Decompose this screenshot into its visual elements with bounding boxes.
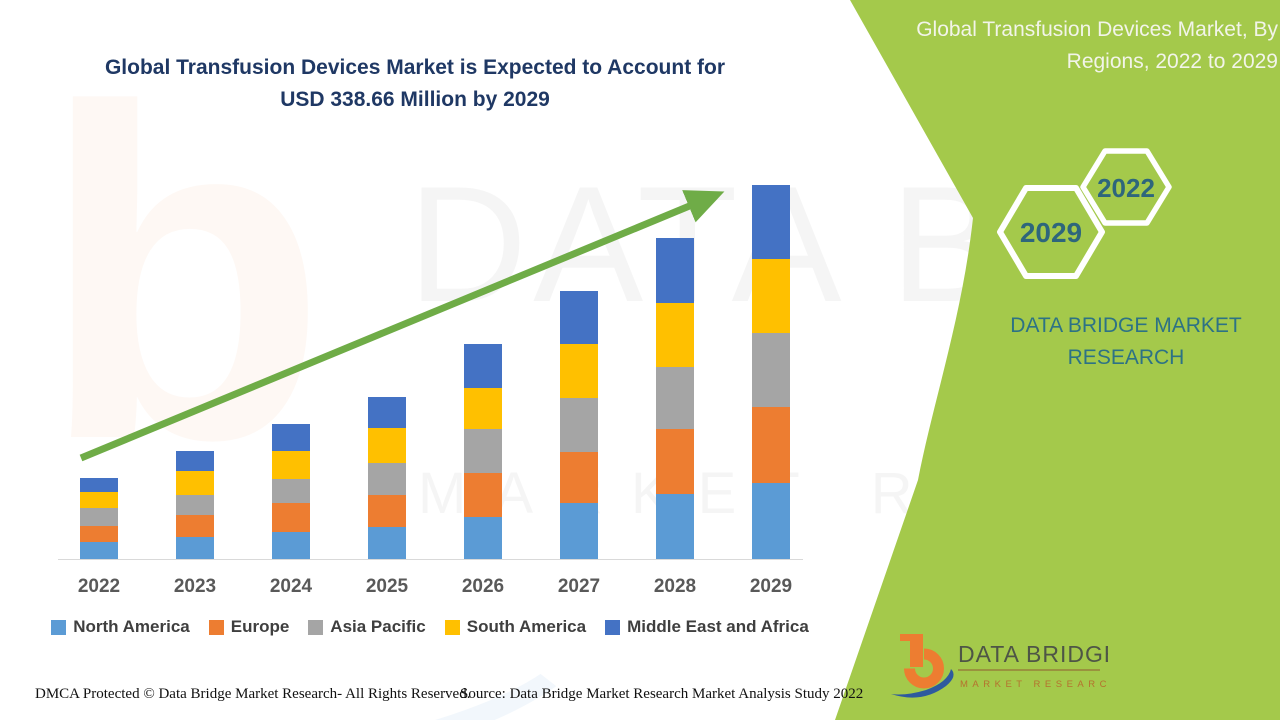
bar-2025-south-america	[368, 428, 406, 463]
bar-2028-south-america	[656, 303, 694, 367]
chart-title-line1: Global Transfusion Devices Market is Exp…	[104, 56, 726, 79]
chart-title-line2: USD 338.66 Million by 2029	[280, 88, 550, 111]
hexagon-year-2022: 2022	[1097, 173, 1155, 203]
legend-swatch-asia-pacific	[308, 619, 324, 635]
legend-label-asia-pacific: Asia Pacific	[330, 617, 426, 636]
x-axis-label-2022: 2022	[77, 576, 121, 597]
bar-2024-asia-pacific	[272, 479, 310, 503]
chart-title: Global Transfusion Devices Market is Exp…	[40, 52, 790, 116]
bar-2028-middle-east-and-africa	[656, 238, 694, 303]
bar-2027	[560, 291, 598, 559]
bar-2026-asia-pacific	[464, 429, 502, 473]
x-axis-label-2028: 2028	[653, 576, 697, 597]
bar-2026-north-america	[464, 517, 502, 559]
logo-b-bowl	[904, 648, 944, 689]
bar-2029-asia-pacific	[752, 333, 790, 407]
x-axis-label-2026: 2026	[461, 576, 505, 597]
legend-item-asia-pacific: Asia Pacific	[308, 617, 426, 637]
bar-2027-north-america	[560, 503, 598, 559]
x-axis-line	[58, 559, 803, 560]
bar-2029-middle-east-and-africa	[752, 185, 790, 259]
bar-2024	[272, 424, 310, 559]
bar-2026	[464, 344, 502, 559]
legend-item-europe: Europe	[208, 617, 290, 637]
logo-blue-swoosh	[891, 669, 954, 698]
x-axis-label-2027: 2027	[557, 576, 601, 597]
bar-2023-north-america	[176, 537, 214, 559]
bar-2024-north-america	[272, 532, 310, 559]
x-axis-label-2025: 2025	[365, 576, 409, 597]
bar-2026-europe	[464, 473, 502, 517]
legend-swatch-south-america	[444, 619, 460, 635]
bar-2027-europe	[560, 452, 598, 503]
hexagon-2029-outline	[997, 185, 1105, 279]
legend: North America Europe Asia Pacific South Ame…	[40, 617, 820, 637]
legend-label-north-america: North America	[73, 617, 190, 636]
bar-2028-asia-pacific	[656, 367, 694, 429]
bar-2022-europe	[80, 526, 118, 542]
bar-2025-europe	[368, 495, 406, 527]
legend-label-south-america: South America	[466, 617, 587, 636]
bar-2025-asia-pacific	[368, 463, 406, 495]
bar-2022	[80, 478, 118, 559]
bar-2025	[368, 397, 406, 559]
bar-2025-middle-east-and-africa	[368, 397, 406, 428]
legend-item-middle-east-and-africa: Middle East and Africa	[605, 617, 809, 637]
bar-2025-north-america	[368, 527, 406, 559]
bar-2027-south-america	[560, 344, 598, 398]
bar-2022-middle-east-and-africa	[80, 478, 118, 492]
bar-2024-middle-east-and-africa	[272, 424, 310, 451]
bar-2027-asia-pacific	[560, 398, 598, 452]
bar-2024-south-america	[272, 451, 310, 479]
bar-2022-south-america	[80, 492, 118, 508]
bar-2026-south-america	[464, 388, 502, 429]
bar-2029	[752, 185, 790, 559]
plot-area: 2022 2023 2024 2025 2026 2027 2028 2029	[58, 175, 806, 597]
legend-item-south-america: South America	[444, 617, 587, 637]
bar-2023-middle-east-and-africa	[176, 451, 214, 471]
bar-2023-asia-pacific	[176, 495, 214, 515]
footer-dmca: DMCA Protected © Data Bridge Market Rese…	[35, 686, 471, 702]
bar-2024-europe	[272, 503, 310, 532]
logo-name-text: DATA BRIDGE	[958, 641, 1108, 667]
x-axis-label-2024: 2024	[269, 576, 313, 597]
bar-2029-south-america	[752, 259, 790, 333]
bar-2029-north-america	[752, 483, 790, 559]
bar-2022-north-america	[80, 542, 118, 559]
x-axis-label-2029: 2029	[749, 576, 793, 597]
x-axis-label-2023: 2023	[173, 576, 217, 597]
logo-tagline-text: MARKET RESEARCH	[960, 679, 1108, 690]
bar-2022-asia-pacific	[80, 508, 118, 526]
bar-2023	[176, 451, 214, 559]
logo-b-notch	[900, 634, 910, 641]
bar-2027-middle-east-and-africa	[560, 291, 598, 344]
hexagon-year-2029: 2029	[1019, 217, 1083, 248]
bar-2023-south-america	[176, 471, 214, 495]
legend-item-north-america: North America	[51, 617, 190, 637]
footer-source: Source: Data Bridge Market Research Mark…	[460, 686, 864, 702]
databridge-logo: DATA BRIDGE MARKET RESEARCH	[891, 634, 1108, 698]
legend-swatch-europe	[208, 619, 224, 635]
legend-swatch-north-america	[51, 619, 67, 635]
hexagon-2022-outline	[1080, 148, 1172, 226]
bar-2029-europe	[752, 407, 790, 483]
green-panel-shape	[835, 0, 1280, 720]
logo-b-stem	[910, 634, 923, 667]
panel-heading: Global Transfusion Devices Market, By Re…	[916, 18, 1278, 73]
bar-2028-north-america	[656, 494, 694, 559]
bar-2026-middle-east-and-africa	[464, 344, 502, 388]
legend-swatch-middle-east-and-africa	[605, 619, 621, 635]
legend-label-europe: Europe	[230, 617, 290, 636]
bar-2028	[656, 238, 694, 559]
bar-2028-europe	[656, 429, 694, 494]
legend-label-middle-east-and-africa: Middle East and Africa	[627, 617, 809, 636]
bar-2023-europe	[176, 515, 214, 537]
brand-text: DATA BRIDGE MARKET RESEARCH	[1010, 314, 1242, 369]
